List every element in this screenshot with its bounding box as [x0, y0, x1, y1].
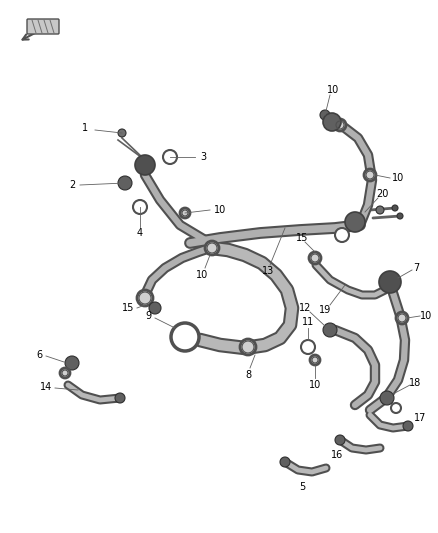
Circle shape	[240, 339, 256, 355]
Circle shape	[137, 290, 153, 306]
Text: 6: 6	[36, 350, 42, 360]
Circle shape	[323, 323, 337, 337]
Circle shape	[320, 110, 330, 120]
Circle shape	[403, 421, 413, 431]
Circle shape	[180, 208, 190, 218]
Circle shape	[309, 252, 321, 264]
Circle shape	[115, 393, 125, 403]
Text: 19: 19	[319, 305, 331, 315]
Circle shape	[391, 403, 401, 413]
Circle shape	[301, 340, 315, 354]
Text: 14: 14	[40, 382, 52, 392]
Circle shape	[335, 228, 349, 242]
Text: 12: 12	[299, 303, 311, 313]
Text: 15: 15	[296, 233, 308, 243]
Text: 11: 11	[302, 317, 314, 327]
Text: 17: 17	[414, 413, 426, 423]
Circle shape	[397, 213, 403, 219]
Circle shape	[171, 323, 199, 351]
Text: 10: 10	[309, 380, 321, 390]
Text: 5: 5	[299, 482, 305, 492]
Circle shape	[376, 206, 384, 214]
Circle shape	[118, 176, 132, 190]
Circle shape	[392, 205, 398, 211]
Circle shape	[163, 150, 177, 164]
Text: 2: 2	[69, 180, 75, 190]
Text: 3: 3	[200, 152, 206, 162]
Circle shape	[118, 129, 126, 137]
Circle shape	[323, 113, 341, 131]
Circle shape	[60, 368, 70, 378]
Text: 10: 10	[327, 85, 339, 95]
Circle shape	[205, 241, 219, 255]
Text: 4: 4	[137, 228, 143, 238]
Circle shape	[280, 457, 290, 467]
Text: 16: 16	[331, 450, 343, 460]
Text: 10: 10	[420, 311, 432, 321]
Circle shape	[379, 271, 401, 293]
Circle shape	[345, 212, 365, 232]
Circle shape	[65, 356, 79, 370]
Text: 20: 20	[376, 189, 388, 199]
Circle shape	[310, 355, 320, 365]
Text: 7: 7	[413, 263, 419, 273]
Text: 10: 10	[392, 173, 404, 183]
Circle shape	[135, 155, 155, 175]
Text: 8: 8	[245, 370, 251, 380]
FancyBboxPatch shape	[27, 19, 59, 34]
Text: 10: 10	[196, 270, 208, 280]
Circle shape	[380, 391, 394, 405]
Circle shape	[334, 119, 346, 131]
Circle shape	[133, 200, 147, 214]
Circle shape	[149, 302, 161, 314]
Circle shape	[335, 435, 345, 445]
Text: 10: 10	[214, 205, 226, 215]
Text: 15: 15	[122, 303, 134, 313]
Text: 13: 13	[262, 266, 274, 276]
Circle shape	[396, 312, 408, 324]
Circle shape	[364, 169, 376, 181]
Text: 18: 18	[409, 378, 421, 388]
Text: 9: 9	[145, 311, 151, 321]
Text: 1: 1	[82, 123, 88, 133]
